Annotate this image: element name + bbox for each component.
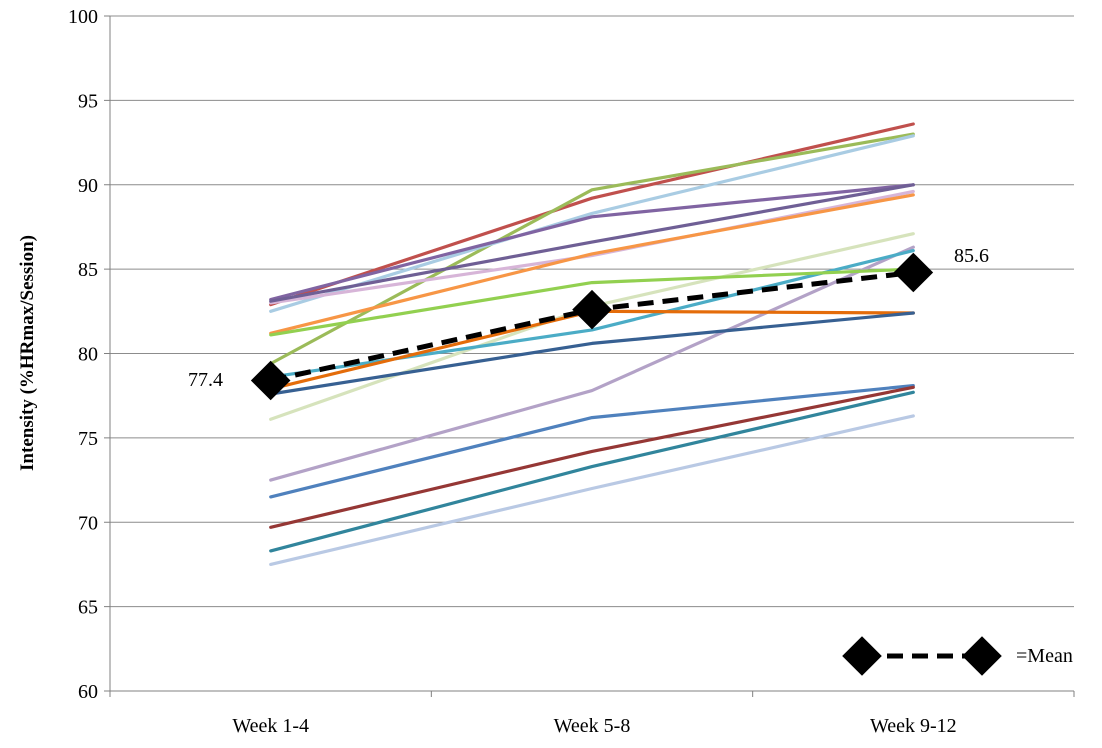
x-tick-label: Week 9-12	[870, 715, 957, 737]
y-tick-label: 85	[78, 259, 98, 281]
series-line-5	[269, 189, 915, 305]
legend: =Mean	[842, 636, 1073, 676]
y-tick-label: 65	[78, 597, 98, 619]
x-tick-label: Week 1-4	[232, 715, 309, 737]
y-tick-label: 90	[78, 175, 98, 197]
series-line-17	[269, 414, 915, 567]
series-line-9	[269, 249, 915, 379]
legend-mean-marker-right	[962, 636, 1002, 676]
mean-marker	[893, 252, 934, 293]
y-tick-label: 100	[68, 6, 98, 28]
series-line-15	[269, 385, 915, 529]
y-tick-label: 60	[78, 681, 98, 703]
series-line-8	[269, 245, 915, 482]
x-axis: Week 1-4 Week 5-8 Week 9-12	[109, 691, 1075, 737]
y-tick-labels: 60 65 70 75 80 85 90 95 100	[68, 6, 98, 703]
series-lines	[269, 122, 915, 567]
x-tick-label: Week 5-8	[554, 715, 631, 737]
series-line-10	[269, 183, 915, 303]
series-line-13	[269, 311, 915, 396]
annotation-start-value: 77.4	[188, 369, 223, 391]
series-line-3	[269, 134, 915, 313]
mean-marker	[572, 289, 612, 330]
y-axis-title: Intensity (%HRmax/Session)	[17, 235, 38, 471]
series-line-6	[269, 193, 915, 335]
y-tick-label: 70	[78, 512, 98, 534]
legend-mean-label: =Mean	[1016, 645, 1073, 667]
series-line-16	[269, 390, 915, 553]
annotation-end-value: 85.6	[954, 245, 989, 267]
series-line-1	[269, 122, 915, 307]
y-tick-label: 95	[78, 90, 98, 112]
legend-mean-marker-left	[842, 636, 882, 676]
y-tick-label: 75	[78, 428, 98, 450]
gridlines	[104, 15, 1074, 692]
series-line-4	[269, 183, 915, 302]
series-line-11	[269, 267, 915, 337]
mean-series	[250, 252, 934, 401]
y-tick-label: 80	[78, 344, 98, 366]
series-line-14	[269, 384, 915, 499]
mean-marker	[250, 360, 291, 401]
